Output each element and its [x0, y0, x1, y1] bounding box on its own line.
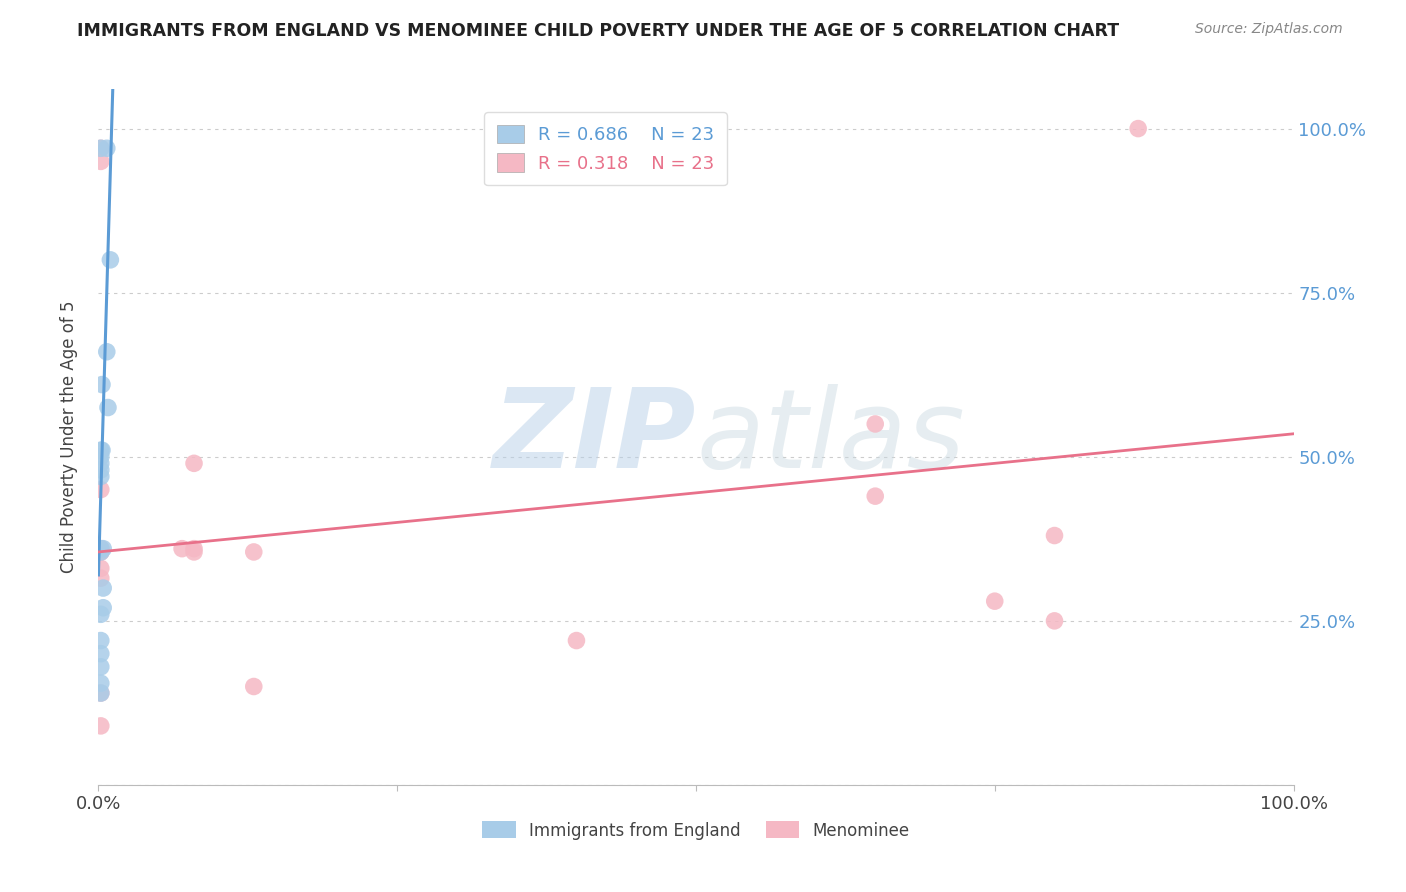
Point	[183, 456, 205, 470]
Point	[91, 600, 114, 615]
Point	[90, 141, 112, 155]
Point	[90, 450, 112, 464]
Point	[90, 483, 112, 497]
Text: IMMIGRANTS FROM ENGLAND VS MENOMINEE CHILD POVERTY UNDER THE AGE OF 5 CORRELATIO: IMMIGRANTS FROM ENGLAND VS MENOMINEE CHI…	[77, 22, 1119, 40]
Point	[90, 571, 112, 585]
Point	[1043, 528, 1066, 542]
Point	[1043, 614, 1066, 628]
Point	[90, 660, 112, 674]
Point	[90, 686, 112, 700]
Point	[243, 680, 266, 694]
Point	[91, 377, 114, 392]
Point	[90, 607, 112, 622]
Point	[90, 154, 112, 169]
Point	[90, 647, 112, 661]
Point	[865, 489, 887, 503]
Point	[98, 252, 122, 267]
Text: Source: ZipAtlas.com: Source: ZipAtlas.com	[1195, 22, 1343, 37]
Point	[90, 443, 112, 458]
Point	[90, 719, 112, 733]
Point	[90, 141, 112, 155]
Point	[865, 417, 887, 431]
Point	[91, 541, 114, 556]
Point	[1128, 121, 1150, 136]
Point	[183, 545, 205, 559]
Point	[90, 545, 112, 559]
Point	[90, 686, 112, 700]
Point	[91, 581, 114, 595]
Point	[90, 469, 112, 483]
Point	[91, 443, 114, 458]
Text: ZIP: ZIP	[492, 384, 696, 491]
Point	[96, 344, 118, 359]
Point	[172, 541, 194, 556]
Point	[90, 545, 112, 559]
Point	[97, 401, 120, 415]
Point	[90, 545, 112, 559]
Point	[96, 141, 118, 155]
Point	[565, 633, 588, 648]
Point	[90, 633, 112, 648]
Point	[90, 463, 112, 477]
Point	[90, 676, 112, 690]
Point	[90, 456, 112, 470]
Point	[90, 561, 112, 575]
Point	[183, 541, 205, 556]
Point	[243, 545, 266, 559]
Text: atlas: atlas	[696, 384, 965, 491]
Legend: Immigrants from England, Menominee: Immigrants from England, Menominee	[475, 814, 917, 847]
Point	[90, 541, 112, 556]
Point	[90, 541, 112, 556]
Point	[984, 594, 1007, 608]
Y-axis label: Child Poverty Under the Age of 5: Child Poverty Under the Age of 5	[59, 301, 77, 574]
